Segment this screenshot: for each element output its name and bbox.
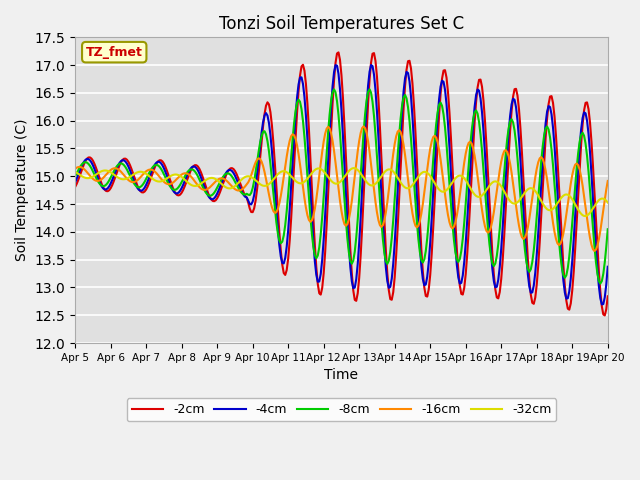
-32cm [582, 213, 589, 219]
-4cm [598, 301, 605, 307]
-4cm [86, 157, 94, 163]
-32cm [71, 169, 79, 175]
-4cm [406, 78, 413, 84]
-8cm [170, 187, 178, 193]
-4cm [540, 137, 548, 143]
Legend: -2cm, -4cm, -8cm, -16cm, -32cm: -2cm, -4cm, -8cm, -16cm, -32cm [127, 398, 556, 421]
Line: -4cm: -4cm [75, 65, 608, 304]
-32cm [394, 175, 401, 180]
-2cm [540, 159, 548, 165]
-4cm [394, 187, 401, 193]
-2cm [376, 124, 384, 130]
-4cm [367, 62, 375, 68]
-4cm [170, 189, 178, 195]
X-axis label: Time: Time [324, 368, 358, 382]
Title: Tonzi Soil Temperatures Set C: Tonzi Soil Temperatures Set C [219, 15, 464, 33]
-8cm [596, 281, 604, 287]
-2cm [170, 188, 178, 194]
Text: TZ_fmet: TZ_fmet [86, 46, 143, 59]
-32cm [349, 165, 357, 171]
-4cm [376, 163, 384, 168]
-32cm [86, 175, 94, 181]
-16cm [394, 129, 401, 134]
-16cm [360, 123, 367, 129]
-2cm [71, 184, 79, 190]
Y-axis label: Soil Temperature (C): Soil Temperature (C) [15, 119, 29, 262]
-8cm [540, 132, 548, 138]
Line: -32cm: -32cm [75, 168, 608, 216]
-8cm [376, 198, 384, 204]
-32cm [604, 200, 612, 205]
-16cm [591, 248, 598, 254]
-8cm [406, 118, 413, 124]
-16cm [71, 166, 79, 172]
-8cm [604, 227, 612, 232]
-2cm [601, 312, 609, 318]
Line: -8cm: -8cm [75, 89, 608, 284]
-2cm [335, 49, 342, 55]
-2cm [406, 58, 413, 64]
Line: -2cm: -2cm [75, 52, 608, 315]
-8cm [71, 173, 79, 179]
-2cm [394, 225, 401, 231]
-32cm [170, 172, 178, 178]
-2cm [86, 155, 94, 160]
-16cm [406, 189, 413, 195]
-8cm [394, 153, 401, 158]
-8cm [86, 163, 94, 168]
-32cm [540, 203, 548, 209]
-8cm [365, 86, 373, 92]
-16cm [376, 222, 384, 228]
-16cm [170, 179, 178, 184]
Line: -16cm: -16cm [75, 126, 608, 251]
-16cm [86, 173, 94, 179]
-16cm [540, 160, 548, 166]
-4cm [71, 180, 79, 185]
-32cm [376, 176, 384, 181]
-2cm [604, 293, 612, 299]
-4cm [604, 264, 612, 270]
-32cm [406, 185, 413, 191]
-16cm [604, 178, 612, 184]
